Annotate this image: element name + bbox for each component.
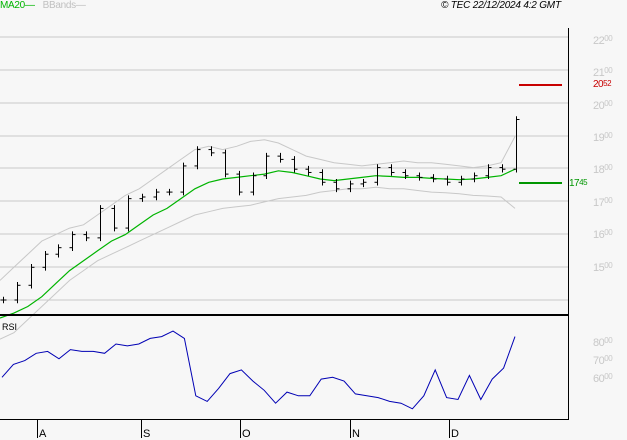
support-resistance-lines: [519, 84, 562, 184]
legend-ma20: MA20—: [0, 0, 35, 11]
rsi-axis-label-70: 7000: [593, 354, 613, 367]
rsi-panel-title: RSI: [2, 322, 18, 332]
x-axis-month-oct: O: [242, 428, 251, 440]
legend-bbands-label: BBands: [42, 0, 77, 11]
legend-ma20-swatch: —: [24, 0, 35, 11]
rsi-axis-label-60: 6000: [593, 372, 613, 385]
price-axis-label-1600: 1600: [593, 228, 613, 241]
support-level-label: 1745: [569, 178, 588, 189]
bollinger-bands: [0, 136, 516, 340]
x-axis-month-dec: D: [451, 428, 459, 440]
x-axis-month-aug: A: [39, 428, 47, 440]
legend-ma20-label: MA20: [0, 0, 25, 11]
copyright-timestamp: © TEC 22/12/2024 4:2 GMT: [441, 0, 561, 11]
legend-bbands: BBands—: [43, 0, 86, 11]
rsi-line: [1, 330, 516, 410]
chart-legend: MA20— BBands—: [0, 0, 86, 11]
price-axis-label-2000: 2000: [593, 99, 613, 112]
x-axis-month-nov: N: [352, 428, 360, 440]
ma20-line: [0, 168, 516, 319]
rsi-axis-label-80: 8000: [593, 336, 613, 349]
price-axis-label-1900: 1900: [593, 131, 613, 144]
price-gridlines: [0, 36, 568, 301]
price-axis-label-1500: 1500: [593, 261, 613, 274]
chart-frame: [0, 28, 569, 438]
price-axis-label-1700: 1700: [593, 196, 613, 209]
resistance-level-label: 2052: [593, 79, 612, 90]
x-axis-month-sep: S: [143, 428, 151, 440]
price-axis-label-2200: 2200: [593, 34, 613, 47]
price-axis-label-2100: 2100: [593, 66, 613, 79]
legend-bbands-swatch: —: [75, 0, 86, 11]
price-bars: [0, 116, 520, 304]
price-axis-label-1800: 1800: [593, 163, 613, 176]
